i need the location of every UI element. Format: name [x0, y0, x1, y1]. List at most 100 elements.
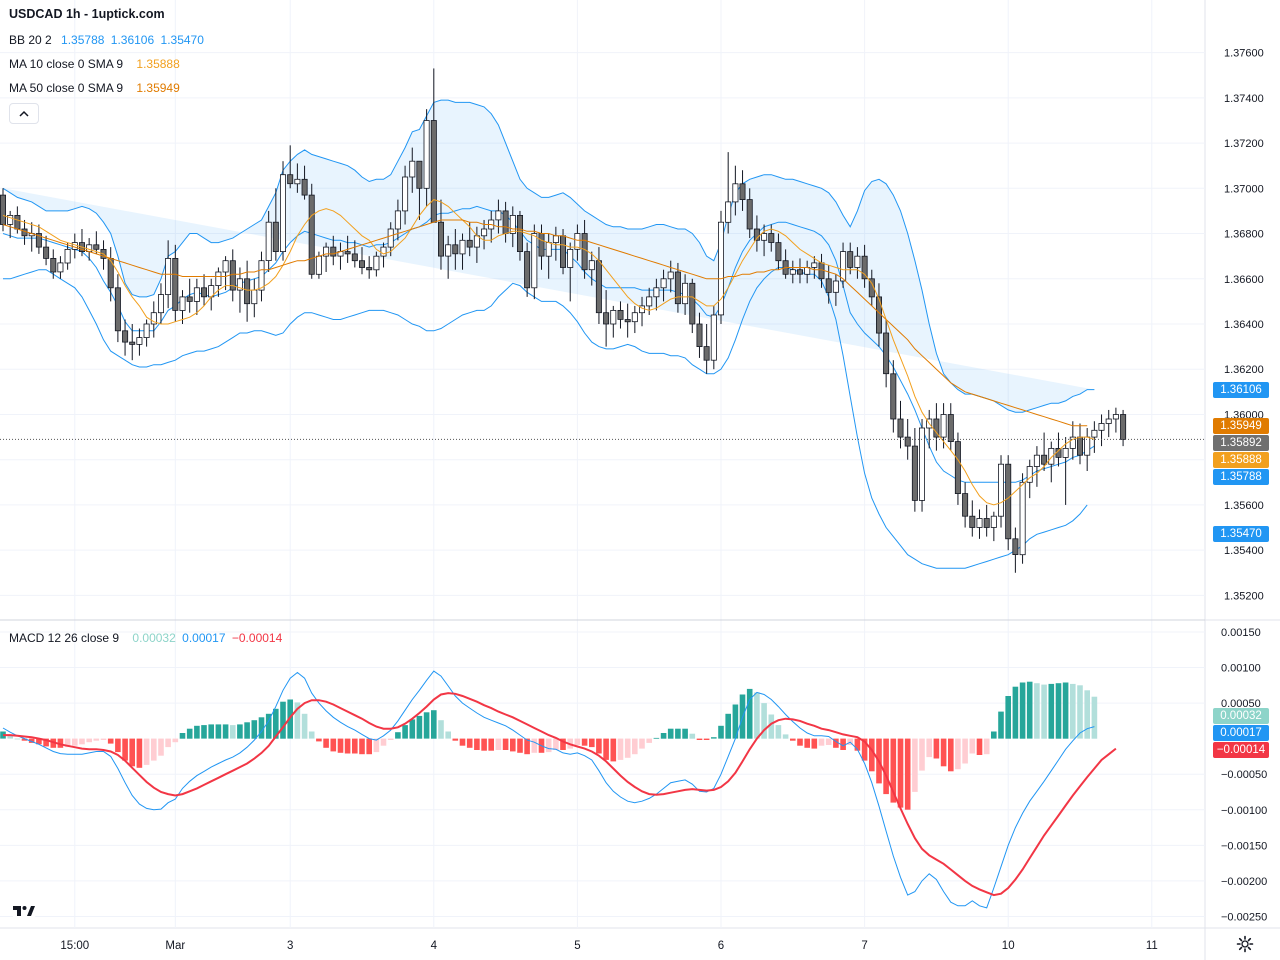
candle [603, 290, 610, 347]
chevron-up-icon [19, 110, 29, 117]
macd-histogram-bar [718, 725, 724, 739]
macd-tick-label: −0.00250 [1221, 911, 1267, 923]
candle [244, 260, 251, 322]
time-tick-label: 11 [1146, 940, 1158, 952]
candle-body [1069, 436, 1076, 449]
candle [761, 224, 768, 257]
macd-histogram-bar [359, 738, 365, 755]
macd-histogram-bar [316, 738, 322, 742]
time-axis[interactable]: 15:00 Mar 3 4 5 6 7 10 11 [60, 940, 1157, 952]
macd-histogram-bar [840, 738, 846, 750]
candle [840, 242, 847, 288]
candle-body [387, 228, 394, 248]
macd-histogram-bar [352, 738, 358, 754]
candle-body [897, 418, 904, 438]
macd-axis[interactable]: 0.00150 0.00100 0.00050 −0.00050 −0.00100 −0.… [1221, 627, 1267, 924]
candle-body [933, 418, 940, 438]
tradingview-logo[interactable] [10, 897, 38, 925]
collapse-legend-button[interactable] [9, 103, 39, 124]
macd-histogram-bar [524, 738, 530, 755]
macd-tick-label: −0.00200 [1221, 876, 1267, 888]
macd-histogram-bar [746, 688, 753, 739]
macd-histogram-bar [136, 738, 143, 768]
legend-ma10[interactable]: MA 10 close 0 SMA 9 1.35888 [9, 56, 180, 72]
legend-bb-name: BB 20 2 [9, 33, 52, 47]
candle [775, 233, 782, 270]
macd-histogram-bar [323, 738, 329, 748]
candle [495, 199, 502, 234]
legend-bb[interactable]: BB 20 2 1.35788 1.36106 1.35470 [9, 32, 204, 48]
macd-histogram-bar [804, 738, 810, 748]
legend-ma10-name: MA 10 close 0 SMA 9 [9, 57, 124, 71]
candle-body [840, 251, 847, 282]
candle [954, 432, 961, 505]
candle [114, 274, 121, 343]
macd-tag: 0.00017 [1213, 724, 1269, 741]
price-tick-label: 1.37000 [1224, 183, 1264, 195]
candle-body [725, 201, 732, 223]
candles[interactable] [0, 68, 1127, 573]
macd-histogram-bar [431, 710, 437, 739]
candle-body [481, 228, 488, 237]
candle-body [143, 323, 150, 339]
candle-body [222, 260, 229, 273]
macd-histogram-bar [811, 738, 818, 749]
candle-body [502, 210, 509, 234]
candle [897, 400, 904, 449]
candle [588, 251, 595, 286]
legend-macd[interactable]: MACD 12 26 close 9 0.00032 0.00017 −0.00… [9, 630, 282, 646]
macd-histogram-bar [646, 738, 652, 743]
candle [193, 278, 200, 315]
macd-histogram-bar [158, 738, 164, 756]
macd-histogram-bar [639, 738, 645, 749]
settings-gear-icon[interactable] [1236, 935, 1254, 958]
candle-body [236, 278, 243, 291]
macd-histogram-bar [86, 738, 92, 743]
legend-ma50-value: 1.35949 [136, 81, 180, 95]
macd-histogram-bar [919, 738, 925, 771]
macd-histogram-bar [172, 738, 179, 743]
candle [301, 165, 308, 200]
macd-histogram-bar [940, 738, 947, 767]
price-tick-label: 1.36800 [1224, 229, 1264, 241]
macd-tick-label: −0.00150 [1221, 840, 1267, 852]
candle [287, 145, 294, 189]
candle-body [696, 323, 703, 348]
time-tick-label: 5 [574, 940, 580, 952]
macd-histogram-bar [768, 714, 775, 739]
macd-histogram-bar [194, 725, 200, 739]
time-tick-label: Mar [165, 940, 185, 952]
candle [1098, 414, 1105, 447]
candle-body [157, 294, 164, 314]
candle-body [394, 210, 401, 230]
macd-histogram-bar [72, 738, 78, 746]
candle [797, 258, 804, 284]
candle [294, 163, 301, 193]
macd-histogram-bar [696, 738, 703, 740]
macd-histogram-bar [689, 733, 696, 739]
price-axis[interactable]: 1.352001.354001.356001.358001.360001.362… [1224, 48, 1264, 603]
candle-body [1033, 454, 1040, 467]
candle-body [574, 233, 581, 250]
candle-body [990, 515, 997, 528]
macd-histogram-bar [79, 738, 85, 745]
candle-body [1041, 454, 1048, 465]
macd-histogram-bar [854, 738, 861, 751]
candle [1105, 409, 1112, 438]
candle-body [165, 257, 172, 295]
bb-upper-line [2, 99, 1095, 413]
macd-histogram-bar [545, 738, 552, 753]
candle-body [1005, 463, 1012, 540]
candle [272, 188, 279, 261]
candle-body [581, 233, 588, 271]
macd-histogram-bar [667, 728, 674, 739]
candle [531, 224, 538, 300]
candle [524, 242, 531, 297]
macd-histogram-bar [574, 738, 581, 745]
legend-ma50[interactable]: MA 50 close 0 SMA 9 1.35949 [9, 80, 180, 96]
macd-histogram-bar [660, 733, 667, 739]
macd-histogram-bar [553, 738, 559, 750]
candle [732, 165, 739, 216]
candle-body [660, 278, 667, 289]
